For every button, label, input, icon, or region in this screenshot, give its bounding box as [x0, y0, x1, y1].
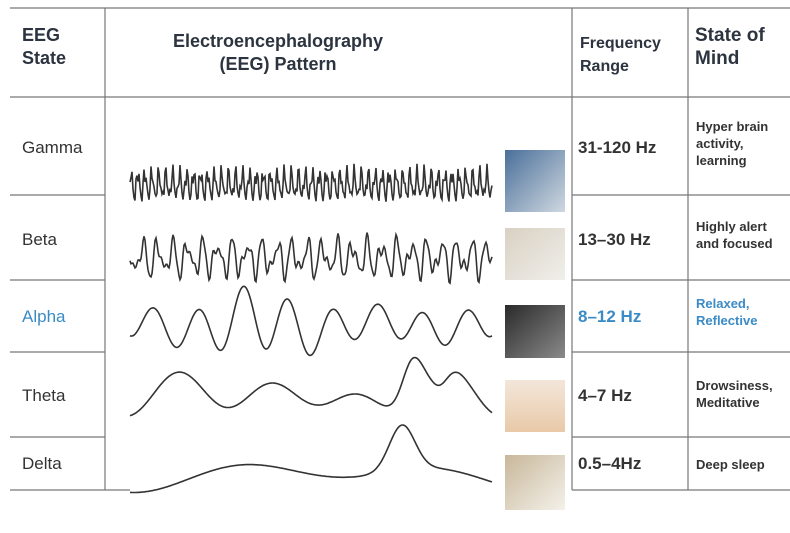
mind-line: Highly alert	[696, 218, 773, 235]
eeg-wave	[130, 286, 492, 355]
mind-line: Reflective	[696, 312, 757, 329]
mind-line: Relaxed,	[696, 295, 757, 312]
photo	[505, 305, 565, 358]
photo	[505, 380, 565, 432]
photo	[505, 228, 565, 280]
frequency-range: 31-120 Hz	[578, 138, 656, 158]
state-of-mind: Deep sleep	[696, 456, 765, 473]
state-of-mind: Relaxed,Reflective	[696, 295, 757, 329]
eeg-table: EEGState Electroencephalography(EEG) Pat…	[0, 0, 790, 533]
mind-line: Hyper brain	[696, 118, 768, 135]
mind-line: and focused	[696, 235, 773, 252]
eeg-wave	[130, 358, 492, 416]
state-label: Beta	[22, 230, 57, 250]
mind-line: Drowsiness,	[696, 377, 773, 394]
state-label: Gamma	[22, 138, 82, 158]
eeg-wave	[130, 164, 492, 202]
mind-line: activity,	[696, 135, 768, 152]
mind-line: Deep sleep	[696, 456, 765, 473]
frequency-range: 8–12 Hz	[578, 307, 641, 327]
frequency-range: 0.5–4Hz	[578, 454, 641, 474]
photo	[505, 455, 565, 510]
mind-line: learning	[696, 152, 768, 169]
state-of-mind: Drowsiness,Meditative	[696, 377, 773, 411]
frequency-range: 4–7 Hz	[578, 386, 632, 406]
header-pattern: Electroencephalography(EEG) Pattern	[148, 30, 408, 76]
frequency-range: 13–30 Hz	[578, 230, 651, 250]
state-label: Delta	[22, 454, 62, 474]
photo	[505, 150, 565, 212]
state-label: Alpha	[22, 307, 65, 327]
table-lines	[0, 0, 790, 533]
eeg-wave	[130, 233, 492, 284]
mind-line: Meditative	[696, 394, 773, 411]
eeg-wave	[130, 425, 492, 493]
state-label: Theta	[22, 386, 65, 406]
